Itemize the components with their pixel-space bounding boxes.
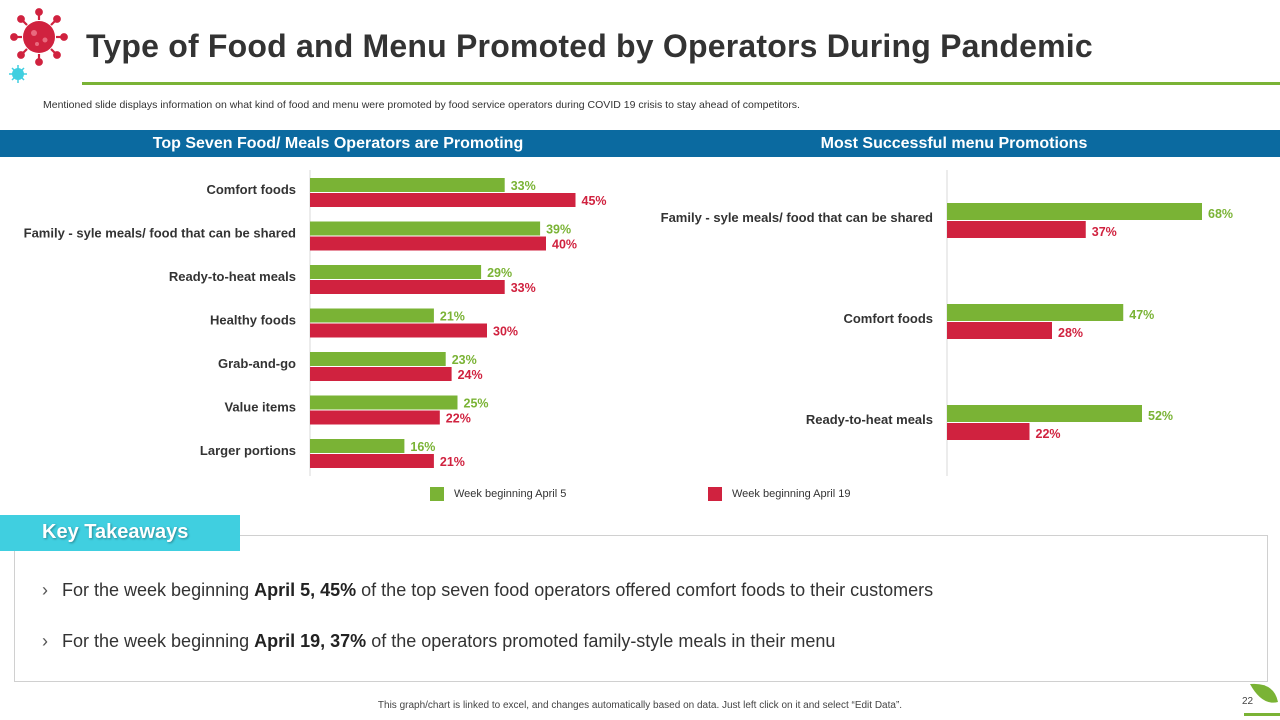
left-bar-healthy-foods-april-19 (310, 323, 487, 338)
left-bar-comfort-foods-april-5 (310, 178, 505, 192)
right-value-label: 68% (1208, 207, 1233, 221)
right-value-label: 28% (1058, 326, 1083, 340)
title-divider (82, 82, 1280, 85)
right-bar-family-syle-meals-food-that-can-be-shared-april-5 (947, 203, 1202, 220)
left-category-label: Ready-to-heat meals (169, 269, 296, 284)
left-bar-comfort-foods-april-19 (310, 193, 576, 207)
left-bar-larger-portions-april-5 (310, 439, 405, 453)
section-header-bar: Top Seven Food/ Meals Operators are Prom… (0, 130, 1280, 157)
right-bar-ready-to-heat-meals-april-19 (947, 423, 1030, 440)
page-subtitle: Mentioned slide displays information on … (43, 99, 800, 111)
left-value-label: 39% (546, 223, 571, 237)
left-bar-larger-portions-april-19 (310, 454, 434, 468)
right-value-label: 52% (1148, 409, 1173, 423)
left-category-label: Value items (224, 400, 296, 415)
legend-swatch-red (708, 487, 722, 501)
takeaway-bullet-1: › For the week beginning April 5, 45% of … (42, 580, 933, 601)
left-bar-family-syle-meals-food-that-can-be-shared-april-5 (310, 221, 541, 236)
legend-april-5: Week beginning April 5 (430, 487, 566, 501)
left-value-label: 45% (582, 194, 607, 208)
right-chart-title: Most Successful menu Promotions (820, 135, 1088, 152)
left-bar-family-syle-meals-food-that-can-be-shared-april-19 (310, 236, 546, 251)
right-bar-comfort-foods-april-5 (947, 304, 1124, 321)
legend-label-april-19: Week beginning April 19 (732, 488, 851, 500)
left-value-label: 23% (452, 353, 477, 367)
bullet-2-pre: For the week beginning (62, 631, 255, 651)
legend-april-19: Week beginning April 19 (708, 487, 850, 501)
left-category-label: Grab-and-go (218, 356, 296, 371)
left-bar-grab-and-go-april-5 (310, 352, 446, 366)
left-value-label: 21% (440, 455, 465, 469)
takeaways-panel (14, 535, 1268, 682)
bullet-1-pre: For the week beginning (62, 580, 255, 600)
legend-label-april-5: Week beginning April 5 (454, 488, 567, 500)
takeaways-heading: Key Takeaways (42, 521, 189, 543)
left-value-label: 21% (440, 310, 465, 324)
chevron-right-icon: › (42, 580, 48, 600)
bullet-1-post: of the top seven food operators offered … (356, 580, 934, 600)
footer-note: This graph/chart is linked to excel, and… (377, 700, 903, 711)
right-category-label: Family - syle meals/ food that can be sh… (661, 210, 933, 225)
left-bar-value-items-april-19 (310, 410, 440, 425)
left-value-label: 33% (511, 179, 536, 193)
left-bar-chart: Comfort foods 33% 45% Family - syle meals/ … (24, 170, 607, 476)
left-value-label: 24% (458, 368, 483, 382)
right-value-label: 37% (1092, 225, 1117, 239)
left-bar-ready-to-heat-meals-april-5 (310, 265, 482, 279)
left-category-label: Comfort foods (206, 182, 296, 197)
left-value-label: 30% (493, 325, 518, 339)
left-value-label: 22% (446, 412, 471, 426)
takeaway-bullet-2: › For the week beginning April 19, 37% of… (42, 631, 835, 652)
left-category-label: Healthy foods (210, 313, 296, 328)
right-value-label: 47% (1129, 308, 1154, 322)
left-value-label: 25% (464, 397, 489, 411)
right-bar-chart: Family - syle meals/ food that can be sh… (661, 170, 1233, 476)
left-category-label: Larger portions (200, 443, 296, 458)
left-value-label: 40% (552, 238, 577, 252)
right-bar-comfort-foods-april-19 (947, 322, 1052, 339)
left-value-label: 16% (410, 440, 435, 454)
leaf-icon (1244, 683, 1280, 716)
right-bar-family-syle-meals-food-that-can-be-shared-april-19 (947, 221, 1086, 238)
legend-swatch-green (430, 487, 444, 501)
left-chart-title: Top Seven Food/ Meals Operators are Prom… (152, 135, 524, 152)
bullet-2-bold: April 19, 37% (254, 631, 367, 651)
bullet-1-bold: April 5, 45% (254, 580, 357, 600)
left-bar-healthy-foods-april-5 (310, 308, 434, 323)
page-number: 22 (1242, 696, 1254, 707)
takeaways-tab: Key Takeaways (0, 515, 240, 551)
left-value-label: 33% (511, 281, 536, 295)
right-value-label: 22% (1036, 427, 1061, 441)
page-title: Type of Food and Menu Promoted by Operat… (86, 28, 1093, 64)
right-category-label: Comfort foods (843, 311, 933, 326)
right-bar-ready-to-heat-meals-april-5 (947, 405, 1142, 422)
right-category-label: Ready-to-heat meals (806, 412, 933, 427)
virus-icon (9, 8, 68, 83)
left-bar-ready-to-heat-meals-april-19 (310, 280, 505, 294)
bullet-2-post: of the operators promoted family-style m… (366, 631, 836, 651)
left-bar-grab-and-go-april-19 (310, 367, 452, 381)
left-value-label: 29% (487, 266, 512, 280)
left-bar-value-items-april-5 (310, 395, 458, 410)
left-category-label: Family - syle meals/ food that can be sh… (24, 226, 296, 241)
chevron-right-icon: › (42, 631, 48, 651)
